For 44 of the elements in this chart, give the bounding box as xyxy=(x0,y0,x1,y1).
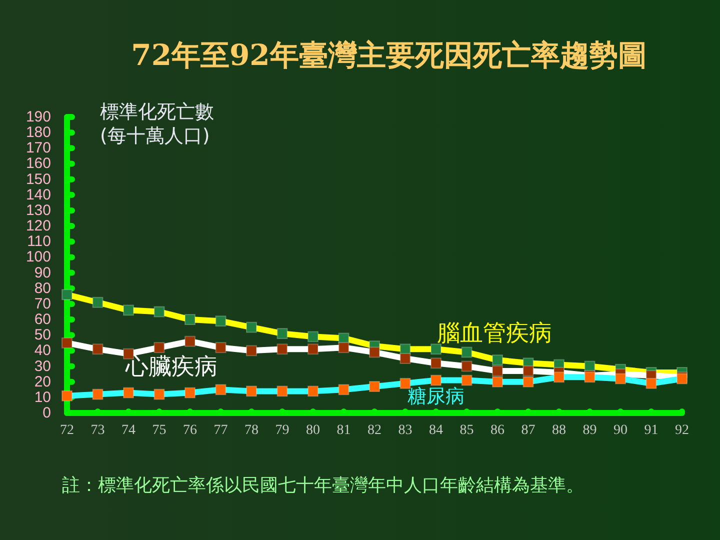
ytick: 160 xyxy=(26,155,51,172)
xtick: 82 xyxy=(368,423,382,438)
xtick: 87 xyxy=(521,423,536,438)
title: 72年至92年臺灣主要死因死亡率趨勢圖 xyxy=(131,38,647,72)
xtick: 92 xyxy=(675,423,689,438)
ytick: 150 xyxy=(26,170,51,188)
xtick: 89 xyxy=(582,423,597,438)
ylabel: 標準化死亡數 (每十萬人口) xyxy=(100,101,214,147)
xtick: 90 xyxy=(614,423,628,438)
xtick: 75 xyxy=(152,423,166,438)
xtick: 85 xyxy=(460,423,474,438)
ytick: 50 xyxy=(34,326,51,344)
xtick: 76 xyxy=(183,423,197,438)
xtick: 84 xyxy=(429,423,443,438)
xtick: 80 xyxy=(306,423,320,438)
ytick: 20 xyxy=(34,373,51,390)
ytick: 170 xyxy=(26,140,51,157)
xtick: 78 xyxy=(244,423,258,438)
xtick: 79 xyxy=(275,423,290,438)
ytick: 100 xyxy=(26,248,51,266)
xtick: 86 xyxy=(490,423,504,438)
ytick: 60 xyxy=(34,311,51,328)
xtick: 88 xyxy=(552,423,566,438)
ytick: 140 xyxy=(26,186,51,204)
ytick: 120 xyxy=(26,218,51,235)
annotation: 註：標準化死亡率係以民國七十年臺灣年中人口年齡結構為基準。 xyxy=(62,475,584,496)
xtick: 74 xyxy=(122,423,136,438)
ytick: 190 xyxy=(26,108,51,126)
ytick: 130 xyxy=(26,202,51,219)
xtick: 77 xyxy=(214,423,228,438)
xtick: 73 xyxy=(90,423,105,438)
ytick: 110 xyxy=(27,233,51,250)
xtick: 72 xyxy=(60,423,74,438)
ytick: 80 xyxy=(34,280,51,297)
ytick: 10 xyxy=(34,388,51,406)
xtick: 81 xyxy=(336,423,351,438)
ytick: 0 xyxy=(42,404,51,422)
ytick: 30 xyxy=(34,358,51,375)
ytick: 40 xyxy=(34,342,51,360)
ytick: 180 xyxy=(26,124,51,142)
ytick: 90 xyxy=(34,264,51,282)
xtick: 91 xyxy=(644,423,658,438)
ytick: 70 xyxy=(34,295,51,312)
xtick: 83 xyxy=(398,423,412,438)
